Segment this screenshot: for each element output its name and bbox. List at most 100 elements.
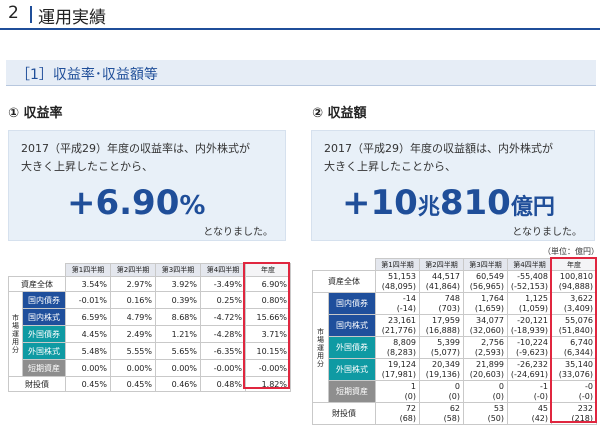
table-cell: 5.55% (110, 342, 156, 360)
table-row: 国内株式 23,161 (21,776) 17,959 (16,888) 34,07… (313, 314, 597, 337)
return-amount-figure: +10兆810億円 (342, 183, 555, 223)
table-cell: 0 (0) (463, 380, 508, 403)
table-cell: 748 (703) (419, 292, 464, 315)
table-cell: 10.15% (245, 342, 291, 360)
table-cell: 5.48% (65, 342, 111, 360)
table-cell: -0.00% (200, 359, 246, 377)
callout-tail: となりました。 (512, 227, 582, 238)
table-row: 短期資産 1 (0) 0 (0) 0 (0) -1 (-0) -0 (-0) (313, 380, 597, 403)
return-rate-figure: +6.90% (67, 183, 205, 223)
table-row: 市場運用分 国内債券 -0.01% 0.16% 0.39% 0.25% 0.80… (8, 291, 291, 377)
table-cell: 51,153 (48,095) (375, 270, 420, 293)
table-row: 財投債 0.45% 0.45% 0.46% 0.48% 1.82% (8, 376, 291, 392)
column-q4: 第4四半期 (200, 263, 246, 277)
table-cell: 4.79% (110, 308, 156, 326)
table-cell: -4.72% (200, 308, 246, 326)
return-rate-value: +6.90 (67, 183, 180, 223)
table-cell: 72 (68) (375, 402, 420, 425)
column-q4: 第4四半期 (507, 258, 552, 271)
table-row: 短期資産 0.00% 0.00% 0.00% -0.00% -0.00% (9, 359, 291, 377)
table-cell: 0.48% (200, 376, 246, 392)
table-cell: 3.71% (245, 325, 291, 343)
table-cell: 0.00% (65, 359, 111, 377)
table-row: 市場運用分 国内債券 -14 (-14) 748 (703) 1,764 (1,659… (312, 292, 597, 403)
section-banner: ［1］収益率･収益額等 (6, 60, 596, 86)
table-cell: 15.66% (245, 308, 291, 326)
table-cell: 62 (58) (419, 402, 464, 425)
table-cell: 17,959 (16,888) (419, 314, 464, 337)
return-amount-oku: 810 (439, 183, 511, 223)
table-cell: 2.49% (110, 325, 156, 343)
row-label: 短期資産 (22, 359, 66, 377)
table-cell: 60,549 (56,965) (463, 270, 508, 293)
column-year: 年度 (551, 258, 597, 271)
table-cell: 21,899 (20,603) (463, 358, 508, 381)
table-cell: 34,077 (32,060) (463, 314, 508, 337)
callout-line-2: 大きく上昇したことから、 (324, 160, 456, 173)
table-row: 外国株式 5.48% 5.55% 5.65% -6.35% 10.15% (9, 342, 291, 360)
table-cell: 0.46% (155, 376, 201, 392)
table-row: 外国債券 8,809 (8,283) 5,399 (5,077) 2,756 (2,5… (313, 336, 597, 359)
unit-note: （単位：億円） (543, 247, 599, 256)
table-cell: -14 (-14) (375, 292, 420, 315)
table-cell: -26,232 (-24,691) (507, 358, 552, 381)
table-cell: 8,809 (8,283) (375, 336, 420, 359)
row-label: 外国債券 (328, 336, 376, 359)
table-cell: 20,349 (19,136) (419, 358, 464, 381)
header-divider (30, 6, 32, 23)
table-cell: 0.00% (110, 359, 156, 377)
table-cell: 44,517 (41,864) (419, 270, 464, 293)
section-title: ［1］収益率･収益額等 (16, 67, 158, 83)
table-cell: 100,810 (94,888) (551, 270, 597, 293)
table-cell: 4.45% (65, 325, 111, 343)
table-cell: 1.82% (245, 376, 291, 392)
table-cell: 55,076 (51,840) (551, 314, 597, 337)
table-cell: 0 (0) (419, 380, 464, 403)
table-cell: 45 (42) (507, 402, 552, 425)
column-q1: 第1四半期 (65, 263, 111, 277)
table-cell: 0.45% (110, 376, 156, 392)
table-cell: -3.49% (200, 276, 246, 292)
table-cell: 19,124 (17,981) (375, 358, 420, 381)
return-amount-table: 第1四半期 第2四半期 第3四半期 第4四半期 年度 資産全体 51,153 (4… (312, 258, 597, 425)
return-rate-subtitle: ① 収益率 (8, 106, 63, 121)
return-amount-callout: 2017（平成29）年度の収益額は、内外株式が 大きく上昇したことから、 +10… (311, 130, 595, 241)
return-amount-trillion: +10 (342, 183, 418, 223)
return-rate-unit: % (179, 191, 206, 221)
callout-line-1: 2017（平成29）年度の収益率は、内外株式が (21, 142, 250, 155)
table-cell: 2.97% (110, 276, 156, 292)
trillion-unit: 兆 (417, 195, 440, 220)
market-operation-group-label: 市場運用分 (312, 292, 329, 403)
row-label: 国内株式 (328, 314, 376, 337)
callout-line-1: 2017（平成29）年度の収益額は、内外株式が (324, 142, 553, 155)
section-number: 2 (8, 3, 19, 23)
table-cell: -0.00% (245, 359, 291, 377)
row-label: 財投債 (8, 376, 66, 392)
row-label: 国内債券 (22, 291, 66, 309)
table-cell: 1.21% (155, 325, 201, 343)
table-cell: 23,161 (21,776) (375, 314, 420, 337)
table-row: 国内株式 6.59% 4.79% 8.68% -4.72% 15.66% (9, 308, 291, 326)
table-cell: 3.92% (155, 276, 201, 292)
row-label: 短期資産 (328, 380, 376, 403)
table-cell: 232 (218) (551, 402, 597, 425)
oku-yen-unit: 億円 (510, 195, 555, 220)
table-cell: 0.45% (65, 376, 111, 392)
table-row: 外国債券 4.45% 2.49% 1.21% -4.28% 3.71% (9, 325, 291, 343)
column-q1: 第1四半期 (375, 258, 420, 271)
row-label: 資産全体 (312, 270, 376, 293)
column-q2: 第2四半期 (419, 258, 464, 271)
row-label: 資産全体 (8, 276, 66, 292)
table-cell: -6.35% (200, 342, 246, 360)
table-cell: -0 (-0) (551, 380, 597, 403)
table-cell: 0.00% (155, 359, 201, 377)
table-cell: -1 (-0) (507, 380, 552, 403)
table-row: 外国株式 19,124 (17,981) 20,349 (19,136) 21,89… (313, 358, 597, 381)
table-cell: 6.90% (245, 276, 291, 292)
row-label: 国内株式 (22, 308, 66, 326)
table-cell: 53 (50) (463, 402, 508, 425)
column-q3: 第3四半期 (463, 258, 508, 271)
table-cell: 0.80% (245, 291, 291, 309)
table-cell: 1,764 (1,659) (463, 292, 508, 315)
table-cell: 8.68% (155, 308, 201, 326)
